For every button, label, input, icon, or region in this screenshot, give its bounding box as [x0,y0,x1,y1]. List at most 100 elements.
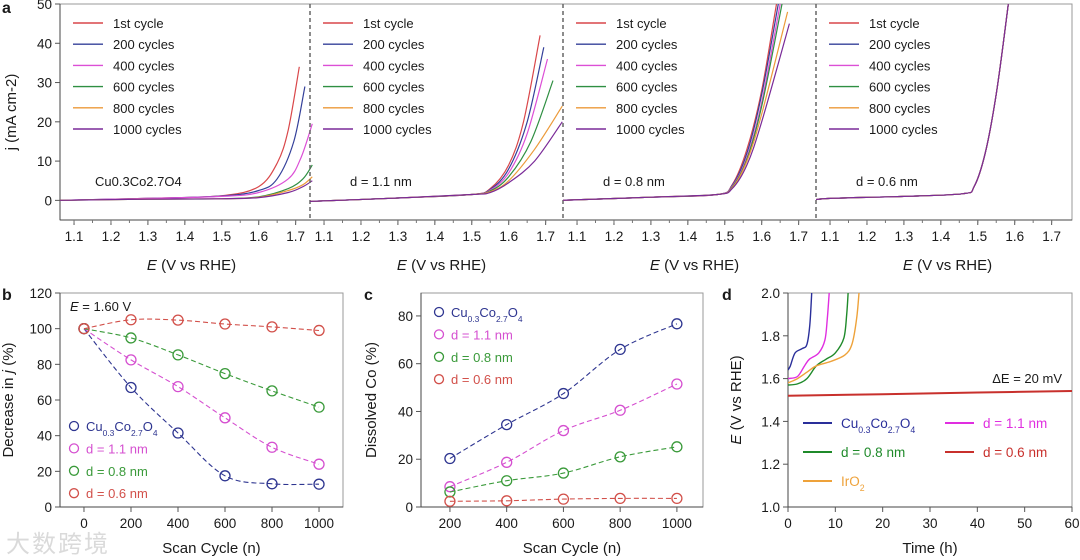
trend-line [83,328,320,408]
data-point [219,470,231,482]
panel-a-xtick-label: 1.7 [1042,229,1061,244]
panel-a-ytick-label: 10 [37,154,52,169]
legend-label: 400 cycles [113,58,175,73]
panel-label-c: c [364,287,373,304]
trend-line [83,328,320,486]
legend-label: 400 cycles [616,58,678,73]
panel-a-xtick-label: 1.3 [139,229,158,244]
data-point [125,354,137,366]
data-point [501,475,513,487]
panel-a-xtick-label: 1.4 [425,229,444,244]
legend-label: 1000 cycles [616,122,685,137]
legend-label: d = 0.8 nm [841,445,905,460]
data-point [614,492,626,505]
data-point [266,478,278,490]
legend-label: 1st cycle [363,16,414,31]
legend-marker [433,306,445,318]
data-point [444,486,456,498]
panel-a-xtick-label: 1.6 [249,229,268,244]
panel-c-ytick-label: 80 [398,309,413,324]
panel-a-xtick-label: 1.2 [102,229,121,244]
data-point [266,441,278,453]
panel-a-xtick-label: 1.6 [1005,229,1024,244]
curve [788,293,860,384]
panel-label-a: a [2,0,11,17]
trend-line [449,383,678,488]
data-point [671,378,683,390]
panel-c-xtick-label: 1000 [662,516,692,531]
panel-d-ytick-label: 1.6 [761,372,780,387]
panel-d-ytick-label: 1.0 [761,500,780,515]
data-point [313,324,325,337]
data-point [219,318,231,330]
curve [788,293,813,371]
panel-d-xtick-label: 40 [970,516,985,531]
panel-d-ylabel: E (V vs RHE) [728,355,745,444]
legend-label: IrO2 [841,474,865,493]
panel-a-ytick-label: 20 [37,115,52,130]
panel-a-ytick-label: 40 [37,36,52,51]
curve-1000-cycles [816,4,1009,201]
curve-1000-cycles [310,121,563,202]
data-point [444,452,456,465]
legend-label: 1st cycle [113,16,164,31]
panel-a-subplot-2 [563,4,790,201]
panel-a-subplot-1 [310,35,563,202]
panel-b-xtick-label: 400 [167,516,190,531]
legend-label: Cu0.3Co2.7O4 [451,305,523,324]
legend-label: d = 0.8 nm [86,464,148,479]
legend-marker [68,465,80,476]
panel-c-ytick-label: 40 [398,404,413,419]
data-point [671,441,683,453]
legend-label: 800 cycles [113,101,175,116]
panel-a-xtick-label: 1.6 [752,229,771,244]
curve-1000-cycles [60,180,313,201]
panel-label-d: d [722,287,732,304]
panel-a-xtick-label: 1.7 [536,229,555,244]
legend-label: 1st cycle [616,16,667,31]
legend-label: 800 cycles [616,101,678,116]
data-point [614,404,626,416]
panel-d-annotation: ΔE = 20 mV [992,371,1062,386]
panel-a-xtick-label: 1.2 [858,229,877,244]
panel-b-xtick-label: 1000 [304,516,334,531]
panel-d-xtick-label: 50 [1017,516,1032,531]
curve-600-cycles [310,80,554,202]
data-point [125,314,137,326]
legend-marker [68,443,80,454]
data-point [501,456,513,468]
panel-b-xlabel: Scan Cycle (n) [162,540,260,557]
panel-c-ytick-label: 0 [405,500,413,515]
panel-c-xtick-label: 400 [495,516,518,531]
legend-label: 800 cycles [363,101,425,116]
panel-c-xtick-label: 200 [439,516,462,531]
panel-c-ylabel: Dissolved Co (%) [363,342,380,458]
panel-a-xtick-label: 1.4 [175,229,194,244]
panel-c-xtick-label: 600 [552,516,575,531]
panel-b-xtick-label: 600 [214,516,237,531]
legend-label: 400 cycles [363,58,425,73]
curve [788,390,1072,397]
legend-label: 200 cycles [113,37,175,52]
panel-d-xlabel: Time (h) [902,540,957,557]
panel-a-xtick-label: 1.2 [352,229,371,244]
legend-marker [433,329,445,340]
legend-label: 1000 cycles [869,122,938,137]
data-point [219,367,231,380]
panel-b-annotation: E = 1.60 V [70,299,131,314]
panel-d-frame [787,292,1073,508]
legend-label: 400 cycles [869,58,931,73]
legend-label: d = 0.8 nm [451,350,513,365]
trend-line [449,323,678,459]
panel-a-xtick-label: 1.4 [678,229,697,244]
data-point [125,332,137,344]
data-point [125,381,137,394]
panel-a-xtick-label: 1.3 [389,229,408,244]
panel-a-xtick-label: 1.7 [286,229,305,244]
panel-d-xtick-label: 10 [828,516,843,531]
panel-b-ytick-label: 80 [37,357,52,372]
curve-400-cycles [60,123,313,201]
data-point [671,318,683,330]
panel-a-xtick-label: 1.5 [212,229,231,244]
